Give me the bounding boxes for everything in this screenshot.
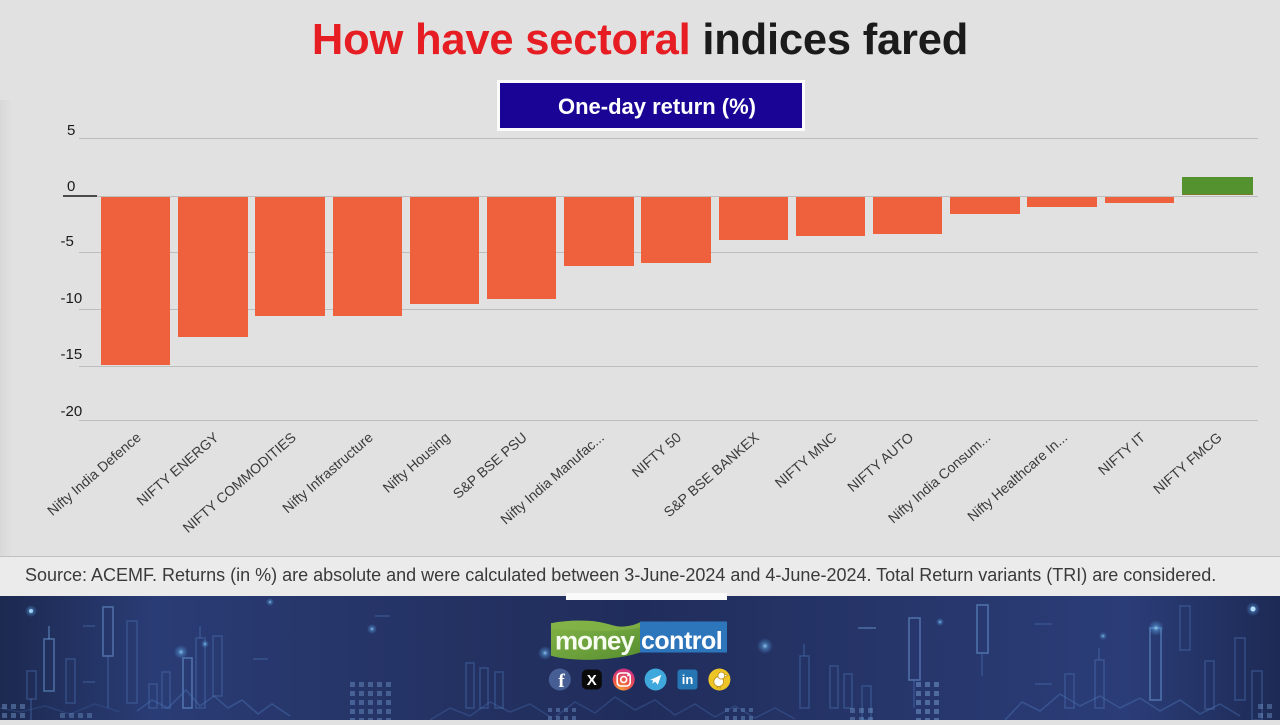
svg-text:f: f <box>558 671 565 692</box>
svg-text:money: money <box>555 626 635 656</box>
svg-text:X: X <box>587 672 597 689</box>
svg-text:control: control <box>641 627 722 655</box>
svg-text:in: in <box>682 672 694 687</box>
